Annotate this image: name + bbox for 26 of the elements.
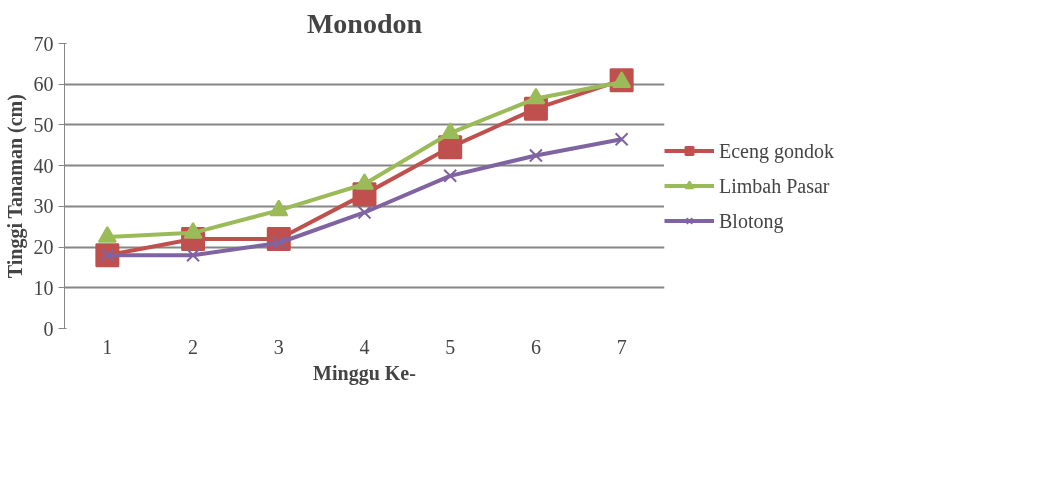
chart-title: Monodon [306, 7, 423, 39]
point [186, 248, 201, 263]
y-tick-label: 20 [33, 236, 54, 259]
y-tick-label: 70 [33, 32, 54, 55]
x-tick-label: 5 [445, 335, 456, 358]
legend-label: Limbah Pasar [719, 174, 830, 197]
y-tick-label: 30 [33, 195, 54, 218]
y-tick-label: 10 [33, 276, 54, 299]
y-tick-label: 60 [33, 73, 54, 96]
x-tick-label: 6 [530, 335, 541, 358]
x-axis-title: Minggu Ke- [313, 361, 416, 385]
x-tick-label: 4 [359, 335, 370, 358]
point [443, 168, 458, 183]
x-tick-label: 7 [616, 335, 627, 358]
x-tick-label: 2 [188, 335, 199, 358]
x-tick-label: 1 [102, 335, 113, 358]
y-axis-title: Tinggi Tanaman (cm) [3, 94, 27, 279]
y-tick-label: 50 [33, 113, 54, 136]
y-tick-label: 40 [33, 154, 54, 177]
x-tick-label: 3 [273, 335, 284, 358]
legend-label: Blotong [719, 209, 784, 232]
y-tick-label: 0 [43, 317, 54, 340]
point [357, 205, 372, 220]
legend-label: Eceng gondok [719, 139, 834, 162]
point [614, 132, 629, 147]
point [528, 148, 543, 163]
